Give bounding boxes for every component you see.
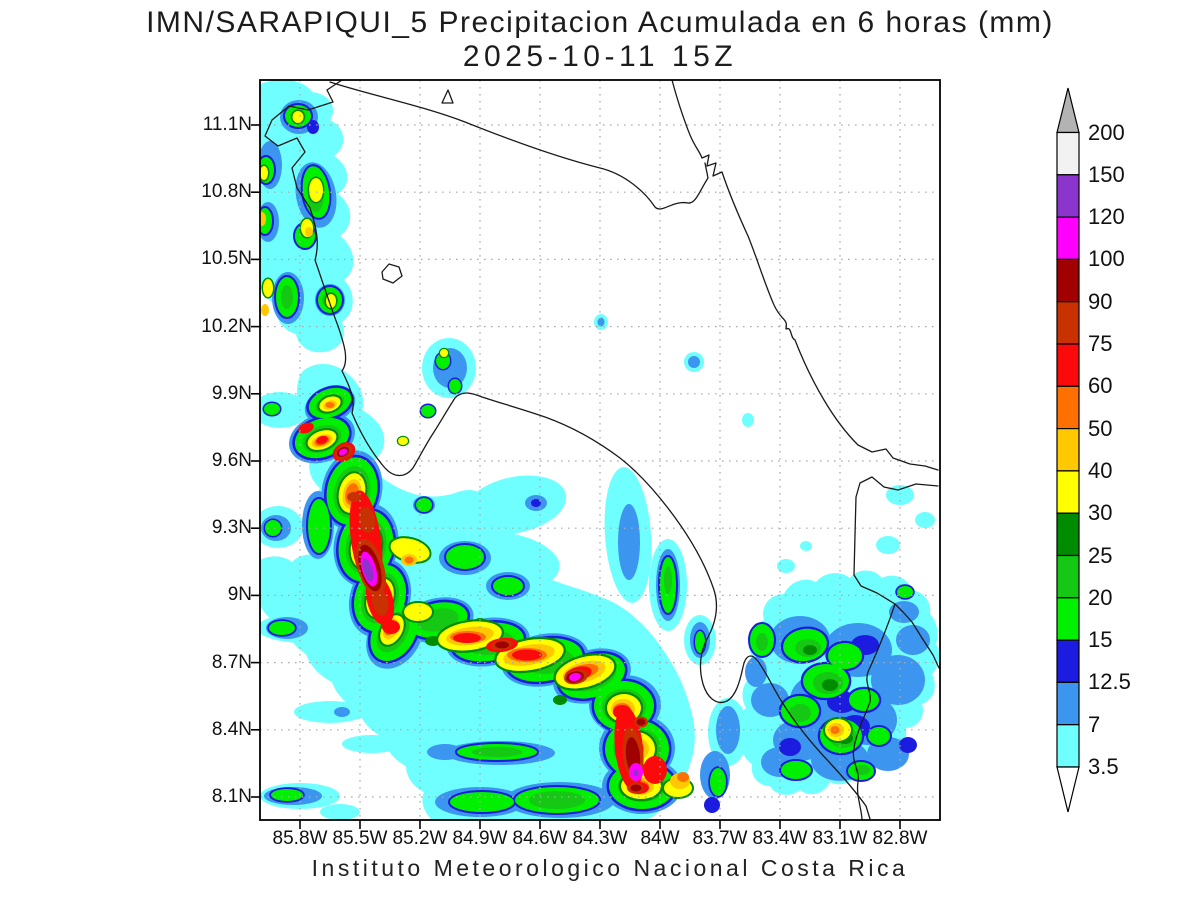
lat-tick-label: 8.7N <box>211 651 252 673</box>
colorbar-level-label: 75 <box>1088 331 1113 356</box>
colorbar-level-label: 50 <box>1088 415 1113 441</box>
lat-tick-label: 9.9N <box>211 382 252 404</box>
colorbar-level-label: 90 <box>1088 288 1113 314</box>
colorbar-segment <box>1056 343 1080 387</box>
colorbar-segment <box>1056 554 1080 599</box>
valid-time-subtitle: 2025-10-11 15Z <box>462 40 738 73</box>
colorbar-segment <box>1056 131 1080 176</box>
colorbar-level-label: 60 <box>1088 373 1113 399</box>
colorbar-segment <box>1056 385 1080 430</box>
colorbar-over-arrow <box>1056 87 1080 134</box>
colorbar <box>1056 87 1080 813</box>
lat-tick-label: 11.1N <box>202 114 252 135</box>
lon-tick-label: 83.7W <box>692 828 748 849</box>
colorbar-segment <box>1056 470 1080 514</box>
lat-tick-label: 9.3N <box>211 517 252 539</box>
axis-ticks <box>251 124 901 829</box>
coastline-group <box>264 80 940 820</box>
colorbar-level-label: 30 <box>1088 500 1113 526</box>
colorbar-level-label: 20 <box>1088 584 1113 610</box>
colorbar-under-arrow <box>1056 766 1080 813</box>
colorbar-level-label: 200 <box>1088 119 1125 145</box>
precipitation-field <box>260 80 940 820</box>
colorbar-level-label: 120 <box>1088 204 1125 230</box>
lake-arenal-outline <box>381 263 403 284</box>
graticule-grid <box>260 80 940 820</box>
colorbar-segment <box>1056 724 1080 768</box>
colorbar-segment <box>1056 174 1080 218</box>
coastline-caribbean <box>671 80 939 471</box>
lat-tick-label: 8.4N <box>211 718 252 740</box>
coastline-bocas <box>853 476 940 669</box>
colorbar-segment <box>1056 216 1080 261</box>
lon-tick-label: 84.3W <box>572 828 628 849</box>
lon-tick-label: 83.1W <box>812 828 868 849</box>
border-panama <box>852 603 896 820</box>
colorbar-level-label: 150 <box>1088 161 1125 187</box>
lat-tick-label: 10.5N <box>201 248 252 270</box>
colorbar-segment <box>1056 301 1080 345</box>
footer-attribution: Instituto Meteorologico Nacional Costa R… <box>311 855 909 881</box>
colorbar-segment <box>1056 597 1080 641</box>
lon-tick-label: 85.2W <box>392 828 448 849</box>
lat-tick-label: 9N <box>227 584 252 606</box>
colorbar-segment <box>1056 512 1080 557</box>
lon-tick-label: 84.6W <box>512 828 568 849</box>
page-title: IMN/SARAPIQUI_5 Precipitacion Acumulada … <box>146 6 1054 39</box>
coastline-nicaragua-border <box>329 81 709 210</box>
lon-tick-label: 85.8W <box>272 828 328 849</box>
lon-tick-label: 84W <box>640 828 680 849</box>
lon-tick-label: 85.5W <box>332 828 388 849</box>
precip-level-120 <box>362 558 639 777</box>
lon-tick-label: 82.8W <box>872 828 928 849</box>
colorbar-boxes <box>1056 131 1080 768</box>
lon-tick-label: 83.4W <box>752 828 808 849</box>
colorbar-segment <box>1056 681 1080 726</box>
coastline-pacific <box>264 80 871 820</box>
lat-tick-label: 10.8N <box>201 181 252 203</box>
colorbar-level-label: 100 <box>1088 246 1125 272</box>
colorbar-level-label: 3.5 <box>1088 754 1119 779</box>
colorbar-level-label: 25 <box>1088 542 1113 568</box>
lake-island-triangle <box>441 89 454 104</box>
colorbar-segment <box>1056 258 1080 303</box>
lat-tick-label: 8.1N <box>211 786 252 807</box>
colorbar-level-label: 12.5 <box>1088 669 1131 695</box>
colorbar-level-label: 7 <box>1088 711 1101 737</box>
colorbar-segment <box>1056 428 1080 472</box>
colorbar-level-label: 15 <box>1088 627 1113 653</box>
lat-tick-label: 9.6N <box>211 450 252 471</box>
lat-tick-label: 10.2N <box>201 315 252 337</box>
colorbar-segment <box>1056 639 1080 683</box>
colorbar-level-label: 40 <box>1088 457 1113 483</box>
lon-tick-label: 84.9W <box>452 828 508 849</box>
